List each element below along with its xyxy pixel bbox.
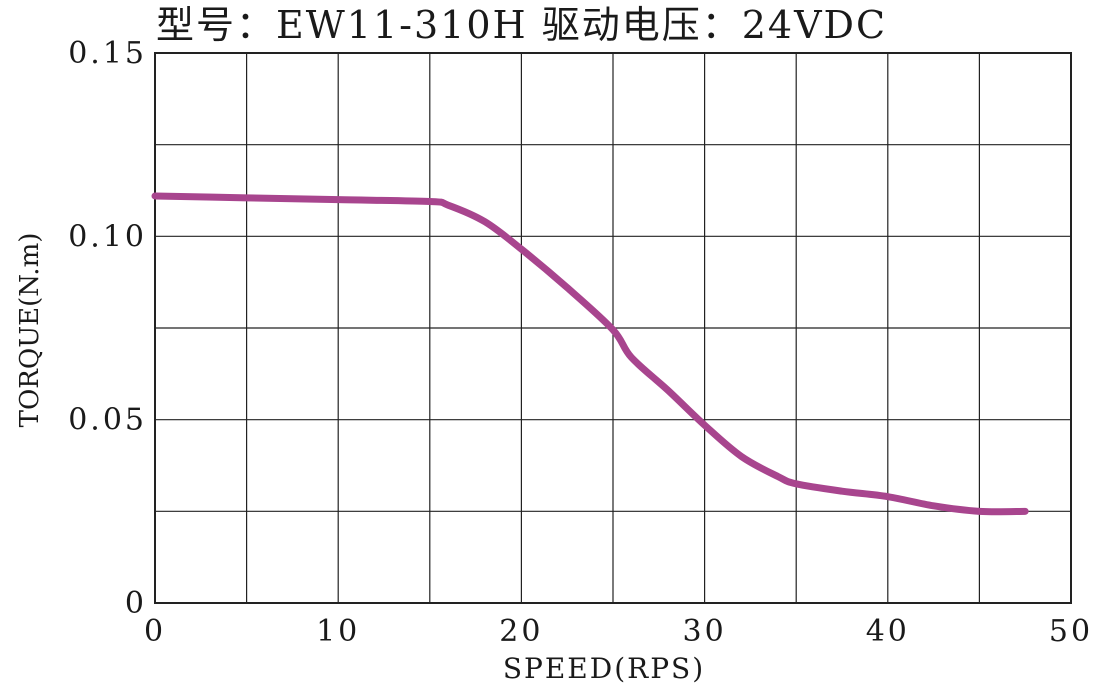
torque-curve-line xyxy=(151,192,1029,516)
x-tick-label: 10 xyxy=(316,614,360,649)
y-axis-label: TORQUE(N.m) xyxy=(15,233,45,428)
x-tick-label: 0 xyxy=(144,614,166,649)
x-axis-label: SPEED(RPS) xyxy=(503,652,705,685)
grid xyxy=(155,53,1071,603)
plot-frame xyxy=(154,52,1072,604)
y-tick-label: 0.15 xyxy=(68,36,147,71)
chart-title: 型号：EW11-310H 驱动电压：24VDC xyxy=(156,3,887,47)
y-tick-label: 0.05 xyxy=(68,403,147,438)
x-tick-label: 20 xyxy=(499,614,543,649)
x-tick-label: 30 xyxy=(683,614,727,649)
series-layer xyxy=(151,192,1029,516)
tick-labels: 0 10 20 30 40 50 0 0.05 0.10 0.15 xyxy=(68,36,1093,649)
y-tick-label: 0 xyxy=(125,586,147,621)
x-tick-label: 50 xyxy=(1049,614,1093,649)
x-tick-label: 40 xyxy=(866,614,910,649)
y-tick-label: 0.10 xyxy=(68,219,147,254)
